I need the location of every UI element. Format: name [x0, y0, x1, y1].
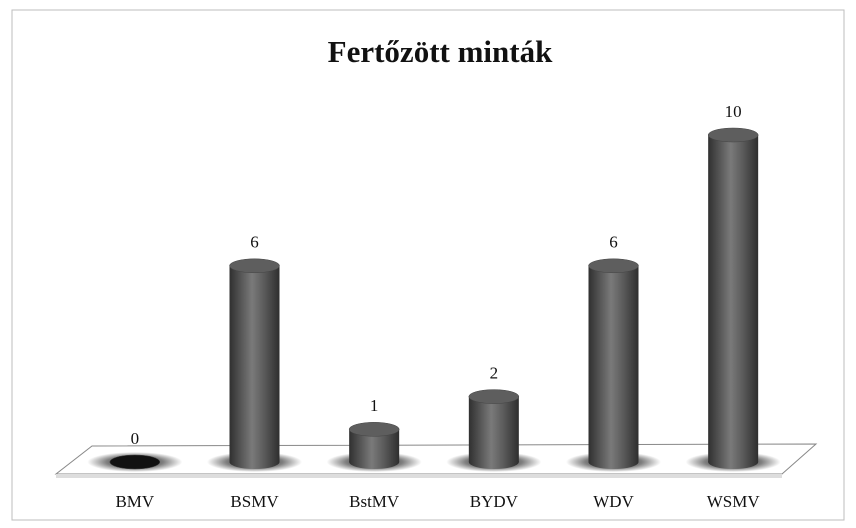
bar-base — [708, 455, 759, 469]
bar-top — [229, 258, 280, 274]
x-tick-label: BSMV — [230, 492, 279, 511]
bar-top — [109, 454, 161, 470]
x-tick-label: BstMV — [349, 492, 400, 511]
chart-frame — [11, 9, 845, 521]
bar-base — [349, 455, 400, 469]
data-label: 2 — [490, 364, 499, 383]
data-label: 6 — [609, 233, 618, 252]
x-tick-label: BYDV — [470, 492, 519, 511]
data-label: 6 — [250, 233, 259, 252]
bar — [229, 265, 280, 462]
data-label: 1 — [370, 396, 379, 415]
bar-base — [588, 455, 639, 469]
data-label: 10 — [725, 102, 742, 121]
bar — [708, 135, 759, 462]
bar — [468, 396, 519, 462]
x-tick-label: WDV — [593, 492, 634, 511]
bar-top — [348, 422, 400, 437]
x-tick-label: BMV — [115, 492, 154, 511]
bar-base — [468, 455, 519, 469]
bar — [588, 265, 639, 462]
chart-title: Fertőzött minták — [328, 34, 553, 69]
floor-edge — [56, 474, 782, 478]
x-tick-label: WSMV — [707, 492, 761, 511]
bar-top — [707, 127, 759, 143]
bar-top — [588, 258, 639, 274]
bar-top — [468, 389, 520, 404]
bar-base — [229, 455, 280, 469]
data-label: 0 — [131, 429, 140, 448]
